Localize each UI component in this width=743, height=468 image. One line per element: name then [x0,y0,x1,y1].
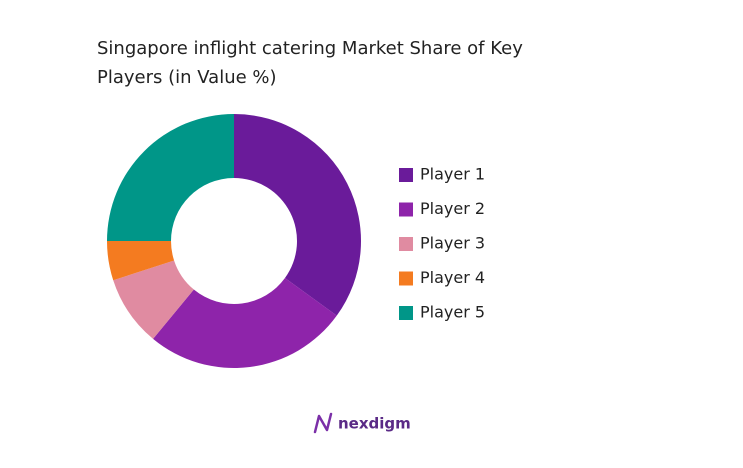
legend-swatch [399,271,413,286]
brand-logo: nexdigm [313,412,411,434]
donut-slice [153,278,337,369]
legend-swatch [399,237,413,251]
donut-slice [107,241,175,281]
donut-slice [113,260,194,339]
legend-swatch [399,168,413,182]
legend-label: Player 5 [420,303,485,322]
donut-slice [234,114,361,316]
chart-title: Singapore inflight catering Market Share… [97,38,523,88]
legend-label: Player 2 [420,199,485,218]
legend-swatch [399,202,413,217]
legend-swatch [399,306,413,320]
legend-label: Player 3 [420,234,485,253]
legend-label: Player 1 [420,165,485,184]
brand-name: nexdigm [338,415,411,433]
logo-icon [313,412,333,434]
donut-slice [107,114,234,241]
legend-label: Player 4 [420,268,485,287]
